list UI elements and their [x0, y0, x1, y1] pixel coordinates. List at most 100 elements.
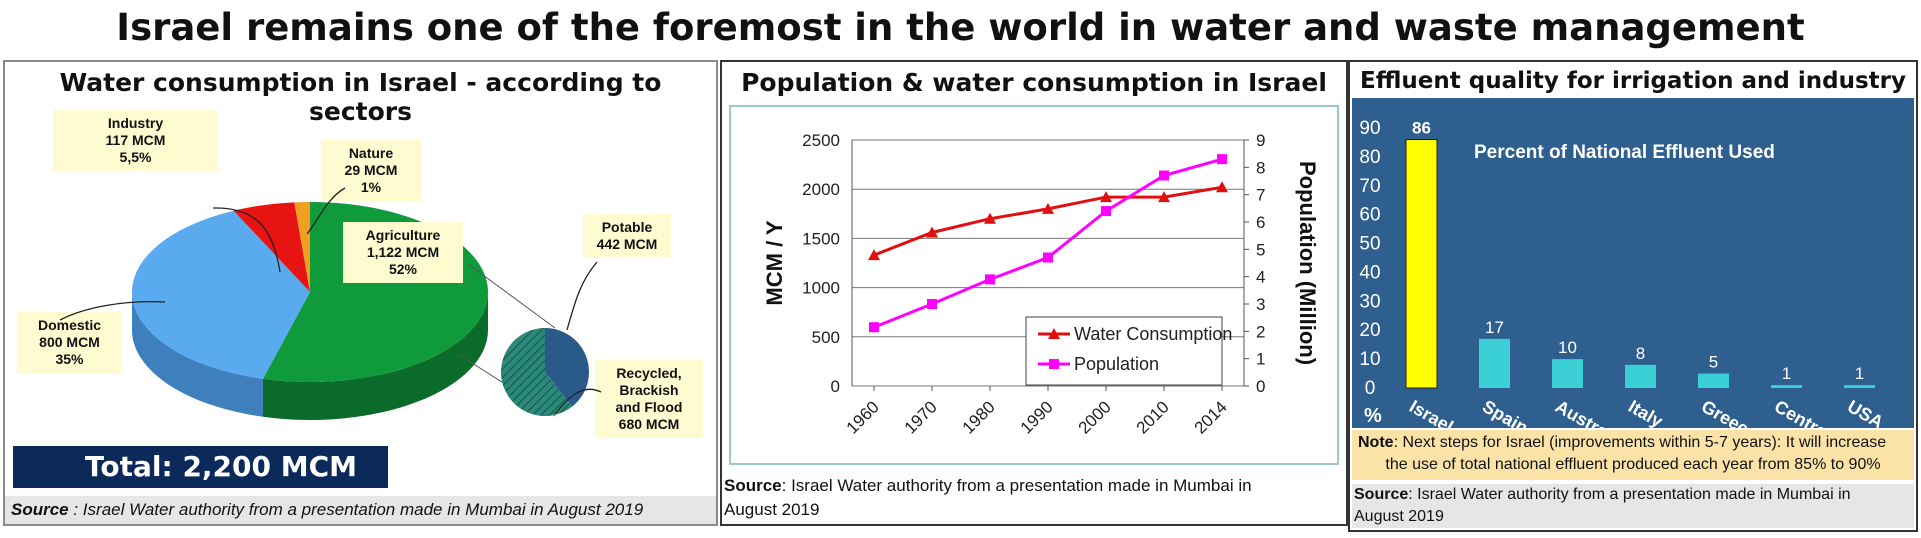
water-marker — [1100, 191, 1112, 203]
pie-side-domestic — [132, 292, 263, 417]
y-tick-label: 30 — [1359, 291, 1380, 312]
population-chart-panel: Population & water consumption in Israel… — [720, 60, 1348, 526]
y-tick-label: 60 — [1359, 205, 1380, 226]
effluent-bar-chart: 0 10 20 30 40 50 60 70 80 90% Percent of National … — [1352, 98, 1914, 428]
legend-label: Water Consumption — [1074, 324, 1232, 344]
population-source: Source: Israel Water authority from a pr… — [724, 474, 1252, 522]
source-line-2: August 2019 — [724, 500, 820, 519]
nature-label-text: Nature — [349, 145, 394, 161]
potable-arrow — [566, 261, 598, 331]
water-marker — [1216, 181, 1228, 193]
y2-tick-label: 9 — [1256, 131, 1265, 150]
industry-label-text: 5,5% — [120, 149, 152, 165]
y2-axis-label: Population (Million) — [1295, 161, 1320, 365]
pie-slice-domestic — [131, 210, 310, 379]
y-tick-label: 10 — [1359, 349, 1380, 370]
water-marker — [1158, 191, 1170, 203]
recycled-label-text: Recycled, — [616, 365, 681, 381]
source-line-1: : Israel Water authority from a presenta… — [1408, 486, 1851, 503]
y2-tick-label: 2 — [1256, 322, 1265, 341]
agriculture-label-text: 52% — [389, 261, 418, 277]
bar-israel — [1405, 139, 1438, 389]
y-tick-label: 1000 — [802, 279, 840, 298]
note-label: Note — [1358, 434, 1394, 451]
y2-tick-label: 1 — [1256, 350, 1265, 369]
legend-marker — [1048, 328, 1060, 339]
source-text: : Israel Water authority from a presenta… — [68, 500, 644, 519]
effluent-source: Source: Israel Water authority from a pr… — [1352, 484, 1914, 528]
y-tick-label: 40 — [1359, 262, 1380, 283]
domestic-label-text: 800 MCM — [39, 334, 100, 350]
water-marker — [984, 212, 996, 224]
population-marker — [1159, 170, 1169, 181]
bar-australia — [1552, 359, 1583, 388]
industry-label-text: Industry — [108, 115, 163, 131]
population-chart-title: Population & water consumption in Israel — [741, 68, 1327, 97]
bar-greece — [1698, 373, 1729, 388]
potable-label-box — [583, 214, 671, 258]
total-box: Total: 2,200 MCM — [13, 446, 388, 488]
industry-arrow — [212, 207, 281, 273]
effluent-chart-title: Effluent quality for irrigation and indu… — [1360, 68, 1906, 94]
y-tick-label: 90 — [1359, 118, 1380, 139]
agriculture-label-text: 1,122 MCM — [367, 244, 439, 260]
source-line-1: : Israel Water authority from a presenta… — [781, 476, 1252, 495]
water-marker — [868, 249, 880, 261]
domestic-label-text: 35% — [55, 351, 84, 367]
water-marker — [1042, 202, 1054, 214]
agriculture-label-text: Agriculture — [366, 227, 441, 243]
population-marker — [985, 274, 995, 285]
y-tick-label: 2500 — [802, 131, 840, 150]
industry-label-text: 117 MCM — [106, 132, 166, 148]
y-tick-label: 2000 — [802, 180, 840, 199]
population-marker — [869, 322, 879, 333]
bar-value-label: 1 — [1855, 364, 1864, 383]
nature-label-text: 29 MCM — [345, 162, 398, 178]
y-tick-label: 0 — [831, 377, 840, 396]
recycled-label-text: 680 MCM — [619, 416, 680, 432]
y-tick-label: 20 — [1359, 320, 1380, 341]
note-line-2: the use of total national effluent produ… — [1385, 456, 1881, 473]
y-tick-label: 1500 — [802, 229, 840, 248]
page-title: Israel remains one of the foremost in th… — [116, 6, 1805, 49]
y2-tick-label: 3 — [1256, 295, 1265, 314]
pie-side-agriculture — [262, 292, 488, 420]
nature-arrow — [306, 187, 346, 235]
bar-value-label: 10 — [1558, 338, 1577, 357]
y2-tick-label: 4 — [1256, 268, 1265, 287]
y2-tick-label: 5 — [1256, 240, 1265, 259]
bar-value-label: 17 — [1485, 318, 1504, 337]
note-line-1: : Next steps for Israel (improvements wi… — [1393, 434, 1887, 451]
sector-chart-title: Water consumption in Israel - according … — [59, 68, 662, 126]
y2-tick-label: 6 — [1256, 213, 1265, 232]
y-tick-label: 50 — [1359, 234, 1380, 255]
recycled-label-box — [595, 360, 703, 438]
domestic-label-box — [17, 312, 122, 373]
pie-slice-industry — [233, 202, 310, 292]
source-label: Source — [724, 476, 782, 495]
industry-label-box — [53, 110, 218, 171]
breakdown-slice-potable — [545, 328, 589, 407]
legend-box — [1025, 316, 1223, 386]
population-marker — [1043, 252, 1053, 263]
note-box: Note: Next steps for Israel (improvement… — [1352, 430, 1914, 480]
domestic-label-text: Domestic — [38, 317, 101, 333]
source-label: Source — [1354, 486, 1409, 503]
nature-label-box — [321, 140, 421, 201]
domestic-arrow — [59, 301, 166, 321]
recycled-arrow — [554, 388, 602, 415]
y2-tick-label: 7 — [1256, 186, 1265, 205]
bar-central-europe — [1771, 385, 1802, 388]
y2-tick-label: 8 — [1256, 158, 1265, 177]
y-axis-label: MCM / Y — [762, 220, 787, 305]
nature-label-text: 1% — [361, 179, 382, 195]
source-label: Source — [11, 500, 69, 519]
chart-subtitle: Percent of National Effluent Used — [1474, 142, 1775, 163]
bar-value-label: 8 — [1636, 344, 1645, 363]
agriculture-label-box — [343, 222, 463, 283]
bar-usa — [1844, 385, 1875, 388]
recycled-label-text: Brackish — [619, 382, 678, 398]
source-line-2: August 2019 — [1354, 508, 1444, 525]
